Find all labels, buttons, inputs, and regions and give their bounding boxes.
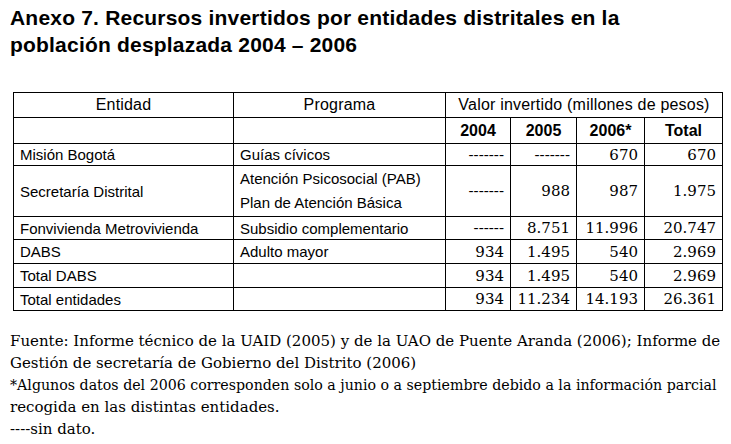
value-2004-cell: ------- <box>446 144 511 166</box>
header-row-1: Entidad Programa Valor invertido (millon… <box>14 93 723 118</box>
footnote-line: Gestión de secretaría de Gobierno del Di… <box>10 352 720 374</box>
value-total-cell: 670 <box>645 144 723 166</box>
table-row: Fonvivienda Metrovivienda Subsidio compl… <box>14 217 723 240</box>
programa-line: Plan de Atención Básica <box>240 191 444 215</box>
col-header-entidad: Entidad <box>14 93 234 118</box>
resources-table: Entidad Programa Valor invertido (millon… <box>13 92 723 311</box>
value-total-cell: 20.747 <box>645 217 723 240</box>
value-2006-cell: 540 <box>577 264 645 288</box>
value-total-cell: 2.969 <box>645 264 723 288</box>
header-row-2: 2004 2005 2006* Total <box>14 118 723 144</box>
footnote-line: recogida en las distintas entidades. <box>10 396 720 418</box>
page-title: Anexo 7. Recursos invertidos por entidad… <box>10 4 620 58</box>
programa-cell: Adulto mayor <box>234 240 446 264</box>
table-row: Total entidades 934 11.234 14.193 26.361 <box>14 288 723 311</box>
footnote-line: Fuente: Informe técnico de la UAID (2005… <box>10 330 720 352</box>
programa-cell <box>234 264 446 288</box>
page-title-line2: población desplazada 2004 – 2006 <box>10 31 620 58</box>
value-2006-cell: 11.996 <box>577 217 645 240</box>
value-2006-cell: 14.193 <box>577 288 645 311</box>
value-2006-cell: 987 <box>577 166 645 217</box>
table-row: Misión Bogotá Guías cívicos ------- ----… <box>14 144 723 166</box>
footnote-line: *Algunos datos del 2006 corresponden sol… <box>10 374 720 396</box>
col-header-programa: Programa <box>234 93 446 118</box>
value-2005-cell: 1.495 <box>511 240 577 264</box>
value-total-cell: 26.361 <box>645 288 723 311</box>
empty-cell <box>14 118 234 144</box>
value-2005-cell: 8.751 <box>511 217 577 240</box>
value-total-cell: 2.969 <box>645 240 723 264</box>
value-2005-cell: 988 <box>511 166 577 217</box>
value-2006-cell: 670 <box>577 144 645 166</box>
value-2005-cell: 11.234 <box>511 288 577 311</box>
entidad-cell: Fonvivienda Metrovivienda <box>14 217 234 240</box>
col-header-2004: 2004 <box>446 118 511 144</box>
entidad-cell: Misión Bogotá <box>14 144 234 166</box>
entidad-cell: Total entidades <box>14 288 234 311</box>
col-header-valor: Valor invertido (millones de pesos) <box>446 93 723 118</box>
value-2006-cell: 540 <box>577 240 645 264</box>
page-title-line1: Anexo 7. Recursos invertidos por entidad… <box>10 4 620 31</box>
programa-line: Atención Psicosocial (PAB) <box>240 167 444 191</box>
col-header-total: Total <box>645 118 723 144</box>
programa-cell: Guías cívicos <box>234 144 446 166</box>
value-2004-cell: 934 <box>446 264 511 288</box>
entidad-cell: Total DABS <box>14 264 234 288</box>
entidad-cell: Secretaría Distrital <box>14 166 234 217</box>
value-2004-cell: 934 <box>446 240 511 264</box>
value-2004-cell: 934 <box>446 288 511 311</box>
col-header-2005: 2005 <box>511 118 577 144</box>
entidad-cell: DABS <box>14 240 234 264</box>
footnotes: Fuente: Informe técnico de la UAID (2005… <box>10 330 720 440</box>
empty-cell <box>234 118 446 144</box>
footnote-line: ----sin dato. <box>10 418 720 440</box>
programa-cell: Atención Psicosocial (PAB) Plan de Atenc… <box>234 166 446 217</box>
value-2004-cell: ------ <box>446 217 511 240</box>
table-row: Secretaría Distrital Atención Psicosocia… <box>14 166 723 217</box>
value-2004-cell: ------- <box>446 166 511 217</box>
programa-cell: Subsidio complementario <box>234 217 446 240</box>
programa-cell <box>234 288 446 311</box>
col-header-2006: 2006* <box>577 118 645 144</box>
table-row: Total DABS 934 1.495 540 2.969 <box>14 264 723 288</box>
table-row: DABS Adulto mayor 934 1.495 540 2.969 <box>14 240 723 264</box>
value-2005-cell: ------- <box>511 144 577 166</box>
value-total-cell: 1.975 <box>645 166 723 217</box>
value-2005-cell: 1.495 <box>511 264 577 288</box>
